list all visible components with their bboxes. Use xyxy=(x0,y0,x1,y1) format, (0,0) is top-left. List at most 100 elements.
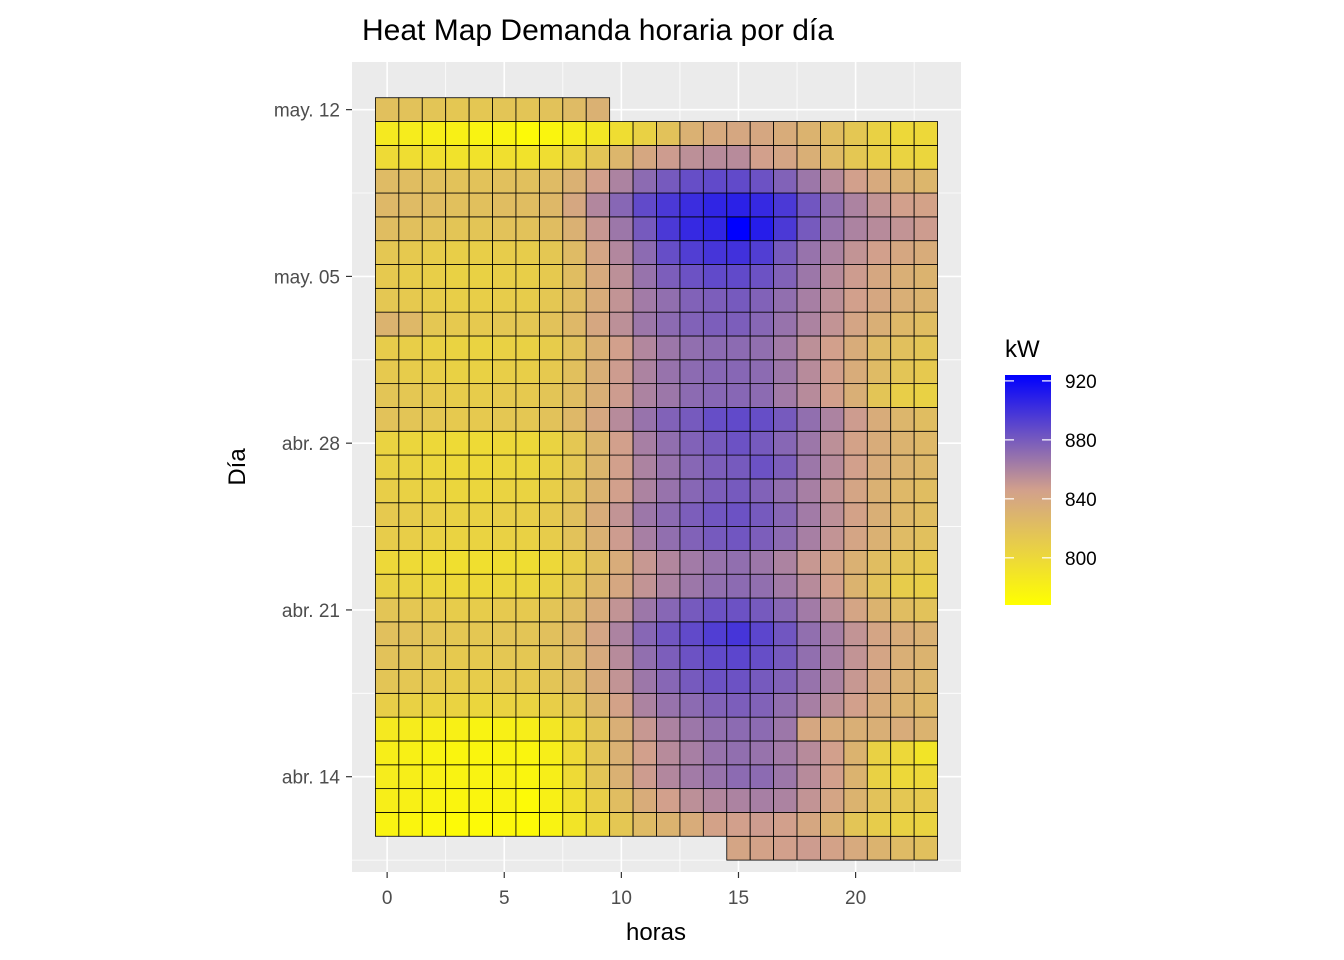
heatmap-tile xyxy=(515,240,540,265)
heatmap-tile xyxy=(913,812,938,837)
heatmap-tile xyxy=(913,311,938,337)
heatmap-tile xyxy=(585,407,611,432)
heatmap-tile xyxy=(421,335,447,361)
heatmap-tile xyxy=(890,264,915,289)
heatmap-tile xyxy=(726,526,751,551)
heatmap-tile xyxy=(749,573,775,599)
heatmap-tile xyxy=(796,645,821,670)
heatmap-tile xyxy=(679,359,704,385)
heatmap-tile xyxy=(609,692,634,718)
x-tick-label: 0 xyxy=(382,888,393,909)
heatmap-tile xyxy=(585,812,611,837)
heatmap-tile xyxy=(702,430,728,456)
heatmap-tile xyxy=(515,383,540,408)
heatmap-tile xyxy=(538,621,564,647)
heatmap-tile xyxy=(656,407,681,432)
heatmap-tile xyxy=(375,311,400,337)
heatmap-tile xyxy=(492,716,517,742)
heatmap-tile xyxy=(890,121,915,146)
heatmap-tile xyxy=(609,645,634,670)
heatmap-tile xyxy=(656,478,681,504)
heatmap-tile xyxy=(796,335,821,361)
heatmap-tile xyxy=(656,788,681,813)
heatmap-tile xyxy=(796,264,821,289)
heatmap-tile xyxy=(445,549,470,575)
heatmap-tile xyxy=(492,549,517,575)
heatmap-tile xyxy=(656,192,681,218)
heatmap-tile xyxy=(562,144,587,170)
heatmap-tile xyxy=(726,573,751,599)
heatmap-tile xyxy=(656,692,681,718)
heatmap-tile xyxy=(726,359,751,385)
heatmap-tile xyxy=(562,764,587,790)
heatmap-tile xyxy=(538,573,564,599)
heatmap-tile xyxy=(726,597,751,623)
heatmap-tile xyxy=(468,216,493,242)
heatmap-tile xyxy=(398,740,423,766)
heatmap-tile xyxy=(773,621,798,647)
heatmap-tile xyxy=(820,692,845,718)
heatmap-tile xyxy=(609,240,634,265)
heatmap-tile xyxy=(515,359,540,385)
heatmap-tile xyxy=(585,454,611,480)
heatmap-tile xyxy=(585,264,611,289)
heatmap-tile xyxy=(656,240,681,265)
heatmap-tile xyxy=(773,669,798,694)
heatmap-tile xyxy=(609,549,634,575)
heatmap-tile xyxy=(773,597,798,623)
heatmap-tile xyxy=(468,240,493,265)
heatmap-tile xyxy=(679,168,704,194)
heatmap-tile xyxy=(890,240,915,265)
heatmap-tile xyxy=(445,430,470,456)
heatmap-tile xyxy=(820,335,845,361)
heatmap-tile xyxy=(375,549,400,575)
heatmap-tile xyxy=(679,478,704,504)
heatmap-tile xyxy=(398,502,423,527)
heatmap-tile xyxy=(820,144,845,170)
heatmap-tile xyxy=(773,240,798,265)
heatmap-tile xyxy=(726,383,751,408)
heatmap-tile xyxy=(726,264,751,289)
heatmap-tile xyxy=(773,144,798,170)
heatmap-tile xyxy=(632,597,657,623)
heatmap-tile xyxy=(679,692,704,718)
heatmap-tile xyxy=(562,359,587,385)
heatmap-tile xyxy=(656,144,681,170)
heatmap-tile xyxy=(421,144,447,170)
heatmap-tile xyxy=(796,144,821,170)
heatmap-tile xyxy=(375,716,400,742)
heatmap-tile xyxy=(773,835,798,861)
heatmap-tile xyxy=(538,597,564,623)
heatmap-tile xyxy=(468,311,493,337)
heatmap-tile xyxy=(773,168,798,194)
heatmap-tile xyxy=(468,740,493,766)
heatmap-tile xyxy=(726,645,751,670)
heatmap-tile xyxy=(796,764,821,790)
heatmap-tile xyxy=(375,454,400,480)
heatmap-tile xyxy=(773,692,798,718)
heatmap-tile xyxy=(562,335,587,361)
heatmap-tile xyxy=(585,168,611,194)
heatmap-tile xyxy=(913,764,938,790)
heatmap-tile xyxy=(421,669,447,694)
heatmap-tile xyxy=(515,430,540,456)
heatmap-tile xyxy=(468,287,493,313)
heatmap-tile xyxy=(843,240,868,265)
heatmap-tile xyxy=(609,669,634,694)
heatmap-tile xyxy=(702,788,728,813)
heatmap-tile xyxy=(421,573,447,599)
heatmap-tile xyxy=(375,764,400,790)
heatmap-tile xyxy=(538,311,564,337)
heatmap-tile xyxy=(749,669,775,694)
heatmap-tile xyxy=(632,335,657,361)
heatmap-tile xyxy=(445,335,470,361)
heatmap-tile xyxy=(632,240,657,265)
heatmap-tile xyxy=(538,740,564,766)
heatmap-tile xyxy=(538,692,564,718)
heatmap-tile xyxy=(702,692,728,718)
heatmap-tile xyxy=(538,669,564,694)
heatmap-tile xyxy=(468,788,493,813)
heatmap-tile xyxy=(609,144,634,170)
heatmap-tile xyxy=(702,311,728,337)
heatmap-tile xyxy=(515,478,540,504)
